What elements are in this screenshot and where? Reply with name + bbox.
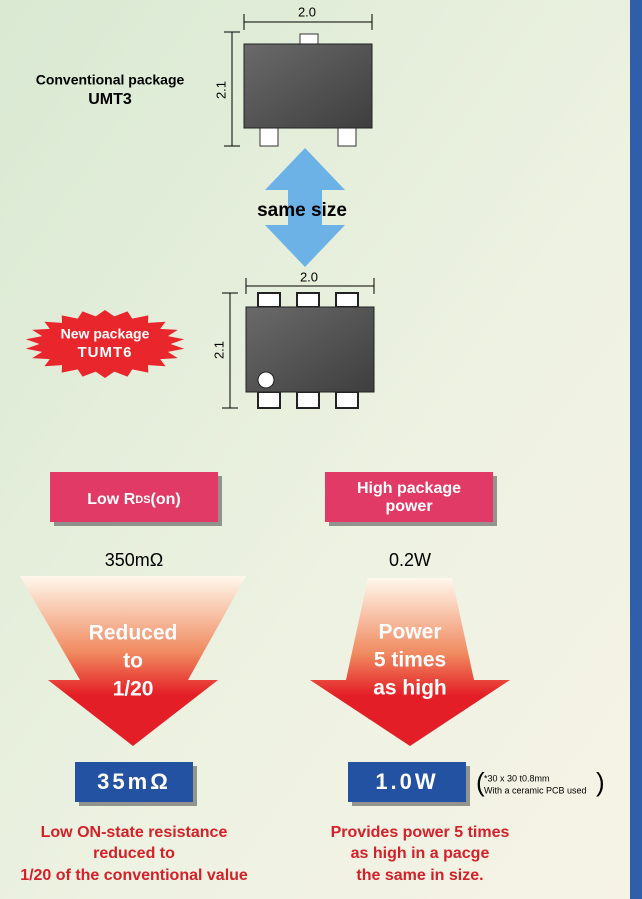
result-value: 35mΩ <box>97 769 171 794</box>
arrow-text: Reduced <box>89 622 178 645</box>
description: Provides power 5 times <box>331 824 510 841</box>
double-arrow <box>265 148 345 267</box>
conventional-name: UMT3 <box>88 91 132 108</box>
badge <box>325 472 493 522</box>
note: *30 x 30 t0.8mm <box>484 773 550 783</box>
new-label: New package <box>61 326 150 342</box>
package-body <box>243 43 373 129</box>
pin <box>296 391 320 409</box>
paren: ( <box>476 767 485 797</box>
power-arrow <box>310 578 510 746</box>
width-label: 2.0 <box>300 269 318 284</box>
note: With a ceramic PCB used <box>484 785 587 795</box>
result-value: 1.0W <box>375 769 438 794</box>
height-label: 2.1 <box>213 81 228 99</box>
funnel-arrow <box>20 576 246 746</box>
result-box <box>348 762 466 802</box>
conventional-label: Conventional package <box>36 72 185 88</box>
arrow-text: 1/20 <box>113 678 154 701</box>
description: reduced to <box>93 845 175 862</box>
description: Low ON-state resistance <box>41 824 228 841</box>
description: as high in a pacge <box>351 845 490 862</box>
height-label: 2.1 <box>211 341 226 359</box>
badge-label: power <box>385 498 432 515</box>
before-value: 350mΩ <box>105 550 163 570</box>
arrow-text: to <box>123 650 143 673</box>
new-name: TUMT6 <box>78 344 133 361</box>
side-stripe <box>630 0 642 899</box>
pin <box>259 127 279 147</box>
pin <box>257 292 281 308</box>
arrow-text: Power <box>378 621 441 644</box>
before-value: 0.2W <box>389 550 431 570</box>
badge-label: Low RDS(on) <box>87 491 180 508</box>
arrow-text: 5 times <box>374 649 446 672</box>
pin <box>257 391 281 409</box>
arrow-text: as high <box>373 677 447 700</box>
badge-label: High package <box>357 480 461 497</box>
pin1-marker <box>257 371 275 389</box>
badge <box>50 472 218 522</box>
pin <box>335 292 359 308</box>
pin <box>337 127 357 147</box>
pin <box>296 292 320 308</box>
pin <box>299 33 319 45</box>
description: 1/20 of the conventional value <box>20 867 248 884</box>
same-size-label: same size <box>257 200 347 221</box>
result-box <box>75 762 193 802</box>
description: the same in size. <box>356 867 483 884</box>
paren: ) <box>596 767 605 797</box>
starburst <box>25 310 185 378</box>
width-label: 2.0 <box>298 4 316 19</box>
pin <box>335 391 359 409</box>
